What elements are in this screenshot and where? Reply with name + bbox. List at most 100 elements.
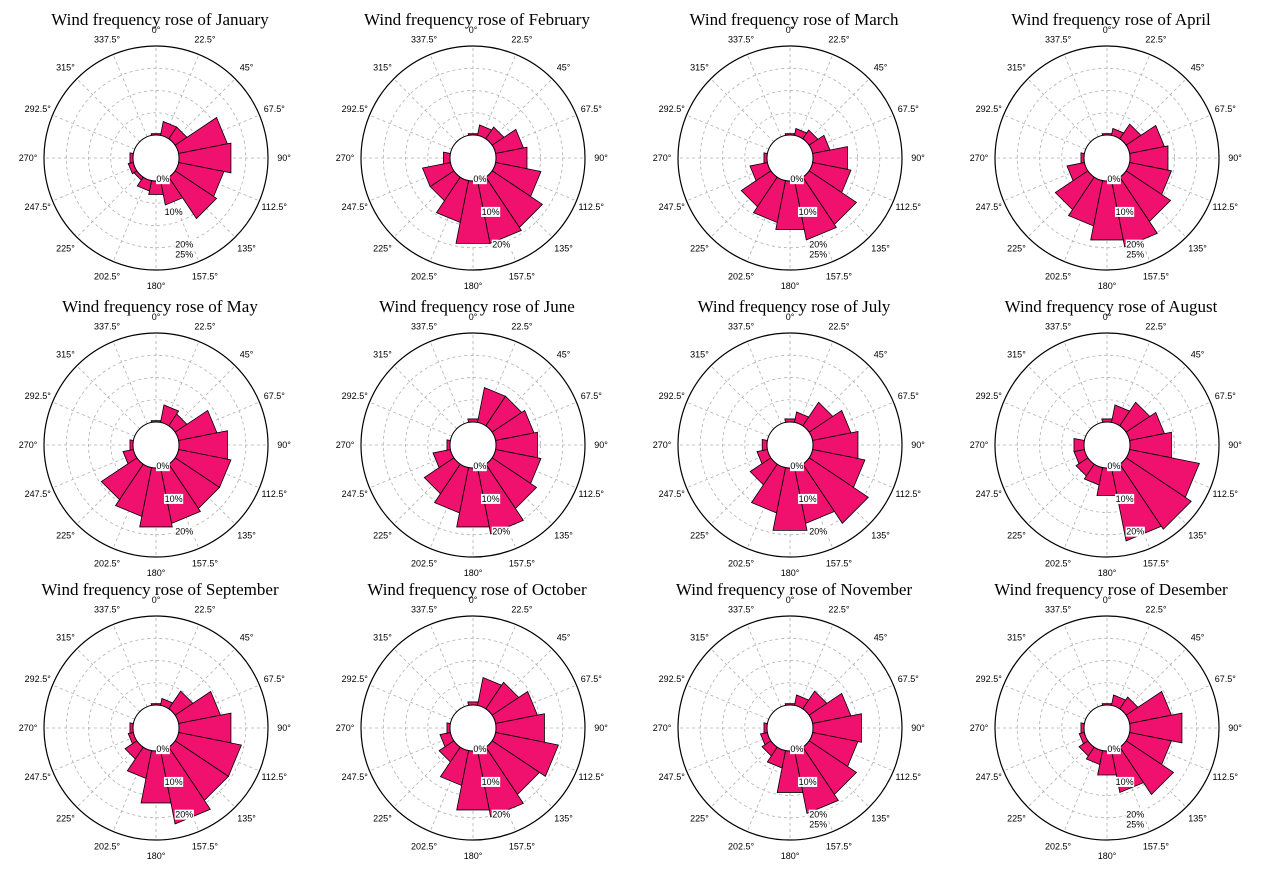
- direction-tick-label: 292.5°: [659, 674, 686, 684]
- direction-tick-label: 67.5°: [581, 674, 603, 684]
- radial-tick-label: 10%: [165, 494, 183, 504]
- grid-spoke: [1027, 648, 1092, 713]
- direction-tick-label: 90°: [1228, 723, 1242, 733]
- direction-tick-label: 45°: [1191, 632, 1205, 642]
- grid-spoke: [429, 54, 465, 137]
- grid-spoke: [112, 624, 148, 707]
- radial-label-bg: [808, 819, 828, 830]
- direction-tick-label: 22.5°: [828, 35, 850, 45]
- direction-tick-label: 157.5°: [192, 558, 219, 568]
- radial-tick-label: 20%: [492, 527, 510, 537]
- direction-tick-label: 157.5°: [826, 271, 853, 281]
- radial-label-bg: [480, 493, 501, 504]
- direction-tick-label: 225°: [56, 531, 75, 541]
- direction-tick-label: 135°: [871, 531, 890, 541]
- direction-tick-label: 225°: [690, 244, 709, 254]
- wind-rose-plot: 0°22.5°45°67.5°90°112.5°135°157.5°180°20…: [970, 595, 1243, 861]
- radial-label-bg: [480, 206, 501, 217]
- grid-spoke: [686, 114, 769, 150]
- wind-rose-panel: Wind frequency rose of October 0° 22.5° 45°…: [317, 580, 637, 870]
- radial-label-bg: [1125, 809, 1145, 820]
- direction-tick-label: 270°: [336, 440, 355, 450]
- direction-tick-label: 337.5°: [94, 605, 121, 615]
- direction-tick-label: 112.5°: [1213, 489, 1239, 499]
- grid-spoke: [746, 54, 782, 137]
- direction-tick-label: 135°: [554, 531, 573, 541]
- direction-tick-label: 67.5°: [264, 391, 286, 401]
- direction-tick-label: 315°: [1007, 632, 1026, 642]
- direction-tick-label: 270°: [336, 153, 355, 163]
- radial-label-bg: [480, 776, 501, 787]
- chart-title: Wind frequency rose of November: [675, 580, 913, 599]
- direction-tick-label: 90°: [911, 440, 925, 450]
- direction-tick-label: 180°: [781, 281, 800, 291]
- direction-tick-label: 202.5°: [94, 841, 121, 851]
- direction-tick-label: 0°: [1103, 595, 1112, 605]
- direction-tick-label: 135°: [237, 531, 256, 541]
- outer-circle: [360, 45, 586, 271]
- direction-tick-label: 202.5°: [728, 558, 755, 568]
- wind-bar: [443, 151, 451, 165]
- grid-spoke: [52, 453, 135, 489]
- radial-tick-label: 10%: [799, 777, 817, 787]
- direction-tick-label: 22.5°: [1145, 35, 1167, 45]
- grid-spoke: [1027, 78, 1092, 143]
- direction-tick-label: 247.5°: [659, 772, 686, 782]
- radial-tick-label: 10%: [799, 207, 817, 217]
- direction-tick-label: 112.5°: [896, 489, 922, 499]
- grid-spoke: [393, 365, 458, 430]
- direction-tick-label: 157.5°: [826, 558, 853, 568]
- direction-tick-label: 247.5°: [25, 489, 52, 499]
- wind-rose-plot: 0°22.5°45°67.5°90°112.5°135°157.5°180°20…: [336, 595, 609, 861]
- grid-spoke: [710, 365, 775, 430]
- radial-tick-label: 25%: [1126, 820, 1144, 830]
- direction-tick-label: 202.5°: [411, 271, 438, 281]
- direction-tick-label: 45°: [1191, 349, 1205, 359]
- direction-tick-label: 22.5°: [194, 605, 216, 615]
- direction-tick-label: 67.5°: [898, 104, 920, 114]
- direction-tick-label: 247.5°: [976, 772, 1003, 782]
- grid-spoke: [369, 736, 452, 772]
- direction-tick-label: 247.5°: [976, 202, 1003, 212]
- direction-tick-label: 315°: [1007, 62, 1026, 72]
- radial-label-bg: [1125, 526, 1145, 537]
- grid-spoke: [369, 401, 452, 437]
- direction-tick-label: 90°: [277, 723, 291, 733]
- grid-spoke: [112, 179, 148, 262]
- direction-tick-label: 90°: [1228, 153, 1242, 163]
- grid-spoke: [1003, 684, 1086, 720]
- grid-spoke: [710, 78, 775, 143]
- direction-tick-label: 180°: [1098, 281, 1117, 291]
- grid-spoke: [164, 624, 200, 707]
- direction-tick-label: 292.5°: [342, 674, 369, 684]
- radial-label-bg: [1114, 776, 1135, 787]
- radial-label-bg: [156, 174, 170, 185]
- grid-spoke: [76, 648, 141, 713]
- chart-title: Wind frequency rose of July: [697, 297, 891, 316]
- direction-tick-label: 22.5°: [511, 35, 533, 45]
- radial-tick-label: 10%: [482, 777, 500, 787]
- direction-tick-label: 112.5°: [896, 202, 922, 212]
- chart-title: Wind frequency rose of February: [364, 10, 590, 29]
- direction-tick-label: 0°: [152, 595, 161, 605]
- outer-circle: [994, 615, 1220, 841]
- direction-tick-label: 270°: [336, 723, 355, 733]
- direction-tick-label: 247.5°: [342, 489, 369, 499]
- direction-tick-label: 337.5°: [94, 35, 121, 45]
- outer-circle: [677, 45, 903, 271]
- radial-tick-label: 0%: [1107, 461, 1120, 471]
- direction-tick-label: 0°: [469, 312, 478, 322]
- grid-spoke: [710, 648, 775, 713]
- radial-label-bg: [491, 239, 511, 250]
- radial-tick-label: 10%: [165, 777, 183, 787]
- direction-tick-label: 337.5°: [94, 322, 121, 332]
- wind-rose-panel: Wind frequency rose of August 0° 22.5° 45° 6…: [951, 297, 1270, 587]
- radial-label-bg: [1125, 249, 1145, 260]
- chart-title: Wind frequency rose of October: [367, 580, 587, 599]
- radial-label-bg: [1107, 461, 1121, 472]
- direction-tick-label: 292.5°: [976, 674, 1003, 684]
- direction-tick-label: 315°: [1007, 349, 1026, 359]
- direction-tick-label: 135°: [1188, 244, 1207, 254]
- direction-tick-label: 247.5°: [25, 202, 52, 212]
- grid-spoke: [393, 648, 458, 713]
